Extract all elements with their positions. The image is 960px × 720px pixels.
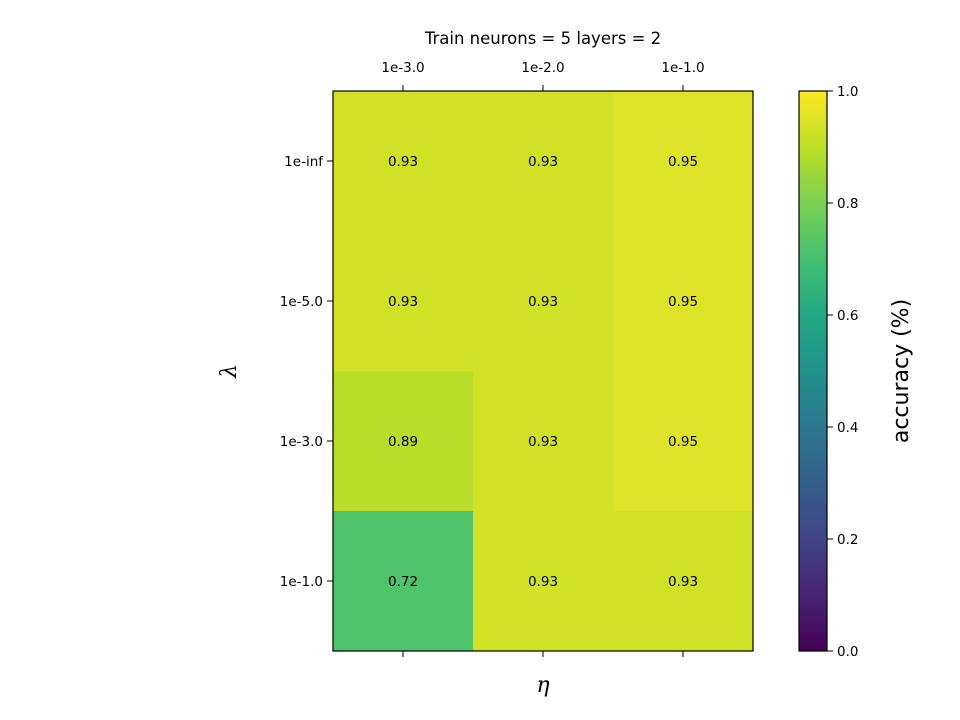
heatmap-cell: [333, 371, 474, 512]
heatmap-cell: [473, 231, 614, 372]
cell-value-label: 0.93: [528, 434, 558, 450]
heatmap-cells: [333, 91, 754, 652]
cell-value-label: 0.93: [668, 574, 698, 590]
cell-value-label: 0.89: [388, 434, 418, 450]
colorbar-tick-label: 1.0: [837, 84, 858, 100]
cell-value-label: 0.93: [388, 154, 418, 170]
cell-value-label: 0.95: [668, 294, 698, 310]
heatmap-cell: [473, 91, 614, 232]
heatmap-cell-labels: 0.93 0.93 0.95 0.93 0.93 0.95 0.89 0.93 0.95 0.72…: [388, 154, 698, 590]
y-tick-label: 1e-inf: [284, 154, 324, 170]
colorbar: [798, 90, 828, 652]
colorbar-ticks: 0.0 0.2 0.4 0.6 0.8 1.0: [827, 84, 858, 660]
heatmap-cell: [333, 511, 474, 652]
colorbar-tick-label: 0.0: [837, 644, 858, 660]
chart-title: Train neurons = 5 layers = 2: [424, 29, 661, 48]
colorbar-tick-label: 0.6: [837, 308, 858, 324]
colorbar-label: accuracy (%): [889, 299, 914, 443]
y-axis-label: λ: [217, 364, 242, 379]
x-axis-ticks: 1e-3.0 1e-2.0 1e-1.0: [381, 60, 705, 657]
heatmap-cell: [473, 371, 614, 512]
cell-value-label: 0.72: [388, 574, 418, 590]
cell-value-label: 0.95: [668, 154, 698, 170]
heatmap-cell: [613, 371, 754, 512]
x-tick-label: 1e-3.0: [381, 60, 424, 76]
cell-value-label: 0.93: [528, 154, 558, 170]
colorbar-tick-label: 0.2: [837, 532, 858, 548]
x-axis-label: η: [536, 673, 549, 698]
y-axis-ticks: 1e-inf 1e-5.0 1e-3.0 1e-1.0: [280, 154, 333, 590]
colorbar-tick-label: 0.4: [837, 420, 858, 436]
y-tick-label: 1e-1.0: [280, 574, 323, 590]
x-tick-label: 1e-1.0: [661, 60, 704, 76]
heatmap-cell: [333, 91, 474, 232]
cell-value-label: 0.93: [528, 574, 558, 590]
colorbar-tick-label: 0.8: [837, 196, 858, 212]
y-tick-label: 1e-3.0: [280, 434, 323, 450]
x-tick-label: 1e-2.0: [521, 60, 564, 76]
cell-value-label: 0.95: [668, 434, 698, 450]
cell-value-label: 0.93: [388, 294, 418, 310]
heatmap-cell: [613, 231, 754, 372]
y-tick-label: 1e-5.0: [280, 294, 323, 310]
heatmap-cell: [613, 91, 754, 232]
heatmap-cell: [613, 511, 754, 652]
heatmap-cell: [473, 511, 614, 652]
heatmap-cell: [333, 231, 474, 372]
cell-value-label: 0.93: [528, 294, 558, 310]
